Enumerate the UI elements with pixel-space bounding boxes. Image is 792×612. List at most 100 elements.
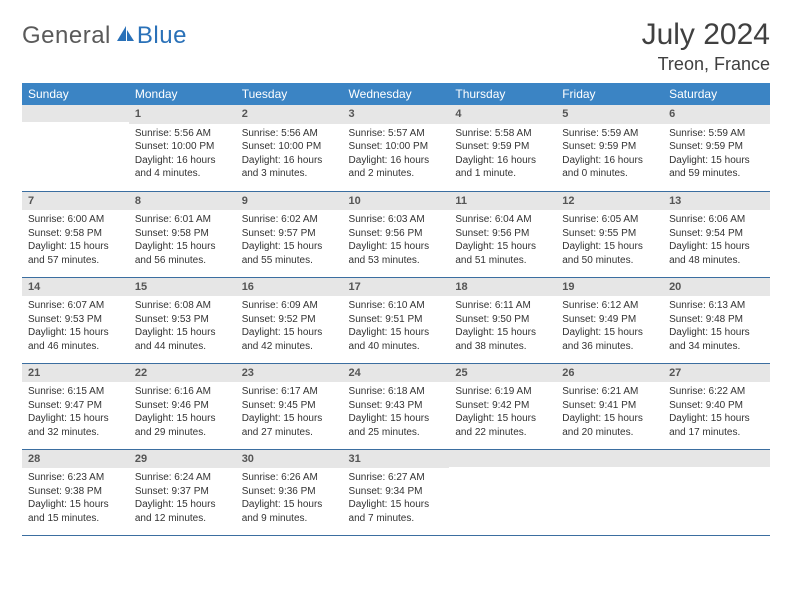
sunset-line: Sunset: 9:53 PM bbox=[28, 313, 123, 327]
calendar-day-cell: 8Sunrise: 6:01 AMSunset: 9:58 PMDaylight… bbox=[129, 191, 236, 277]
calendar-week-row: 28Sunrise: 6:23 AMSunset: 9:38 PMDayligh… bbox=[22, 449, 770, 535]
sunrise-line: Sunrise: 6:27 AM bbox=[349, 471, 444, 485]
sunrise-line: Sunrise: 6:16 AM bbox=[135, 385, 230, 399]
sunrise-line: Sunrise: 6:13 AM bbox=[669, 299, 764, 313]
daylight-line: Daylight: 15 hours and 51 minutes. bbox=[455, 240, 550, 267]
day-number: 24 bbox=[343, 364, 450, 383]
day-number: 28 bbox=[22, 450, 129, 469]
sunrise-line: Sunrise: 6:02 AM bbox=[242, 213, 337, 227]
weekday-header-row: SundayMondayTuesdayWednesdayThursdayFrid… bbox=[22, 83, 770, 105]
day-details: Sunrise: 6:04 AMSunset: 9:56 PMDaylight:… bbox=[449, 210, 556, 271]
day-number: 12 bbox=[556, 192, 663, 211]
daylight-line: Daylight: 15 hours and 36 minutes. bbox=[562, 326, 657, 353]
sunset-line: Sunset: 9:54 PM bbox=[669, 227, 764, 241]
calendar-day-cell bbox=[663, 449, 770, 535]
day-number: 15 bbox=[129, 278, 236, 297]
calendar-day-cell: 18Sunrise: 6:11 AMSunset: 9:50 PMDayligh… bbox=[449, 277, 556, 363]
sunset-line: Sunset: 10:00 PM bbox=[242, 140, 337, 154]
sunset-line: Sunset: 9:58 PM bbox=[135, 227, 230, 241]
day-number: 31 bbox=[343, 450, 450, 469]
calendar-day-cell bbox=[556, 449, 663, 535]
sunset-line: Sunset: 9:45 PM bbox=[242, 399, 337, 413]
brand-part1: General bbox=[22, 22, 111, 50]
sunset-line: Sunset: 9:47 PM bbox=[28, 399, 123, 413]
day-details: Sunrise: 6:19 AMSunset: 9:42 PMDaylight:… bbox=[449, 382, 556, 443]
sunrise-line: Sunrise: 5:59 AM bbox=[669, 127, 764, 141]
daylight-line: Daylight: 16 hours and 0 minutes. bbox=[562, 154, 657, 181]
daylight-line: Daylight: 15 hours and 20 minutes. bbox=[562, 412, 657, 439]
day-details: Sunrise: 6:06 AMSunset: 9:54 PMDaylight:… bbox=[663, 210, 770, 271]
day-details: Sunrise: 5:59 AMSunset: 9:59 PMDaylight:… bbox=[663, 124, 770, 185]
day-details: Sunrise: 6:13 AMSunset: 9:48 PMDaylight:… bbox=[663, 296, 770, 357]
calendar-week-row: 21Sunrise: 6:15 AMSunset: 9:47 PMDayligh… bbox=[22, 363, 770, 449]
daylight-line: Daylight: 15 hours and 50 minutes. bbox=[562, 240, 657, 267]
calendar-day-cell: 6Sunrise: 5:59 AMSunset: 9:59 PMDaylight… bbox=[663, 105, 770, 191]
day-number: 26 bbox=[556, 364, 663, 383]
sunrise-line: Sunrise: 6:07 AM bbox=[28, 299, 123, 313]
sunset-line: Sunset: 9:51 PM bbox=[349, 313, 444, 327]
day-number: 30 bbox=[236, 450, 343, 469]
weekday-header: Wednesday bbox=[343, 83, 450, 105]
day-details: Sunrise: 6:21 AMSunset: 9:41 PMDaylight:… bbox=[556, 382, 663, 443]
day-number bbox=[22, 105, 129, 122]
header: General Blue July 2024 Treon, France bbox=[22, 18, 770, 75]
day-details: Sunrise: 6:01 AMSunset: 9:58 PMDaylight:… bbox=[129, 210, 236, 271]
day-number: 7 bbox=[22, 192, 129, 211]
sunrise-line: Sunrise: 6:22 AM bbox=[669, 385, 764, 399]
sunset-line: Sunset: 9:59 PM bbox=[669, 140, 764, 154]
daylight-line: Daylight: 15 hours and 9 minutes. bbox=[242, 498, 337, 525]
sunrise-line: Sunrise: 6:12 AM bbox=[562, 299, 657, 313]
sunrise-line: Sunrise: 6:17 AM bbox=[242, 385, 337, 399]
day-number bbox=[449, 450, 556, 467]
calendar-day-cell bbox=[449, 449, 556, 535]
sunrise-line: Sunrise: 6:10 AM bbox=[349, 299, 444, 313]
sunset-line: Sunset: 9:57 PM bbox=[242, 227, 337, 241]
sunset-line: Sunset: 9:40 PM bbox=[669, 399, 764, 413]
day-number: 29 bbox=[129, 450, 236, 469]
daylight-line: Daylight: 15 hours and 34 minutes. bbox=[669, 326, 764, 353]
day-details: Sunrise: 6:18 AMSunset: 9:43 PMDaylight:… bbox=[343, 382, 450, 443]
calendar-day-cell: 31Sunrise: 6:27 AMSunset: 9:34 PMDayligh… bbox=[343, 449, 450, 535]
day-details: Sunrise: 6:07 AMSunset: 9:53 PMDaylight:… bbox=[22, 296, 129, 357]
sunset-line: Sunset: 9:34 PM bbox=[349, 485, 444, 499]
sunset-line: Sunset: 9:58 PM bbox=[28, 227, 123, 241]
day-details: Sunrise: 6:09 AMSunset: 9:52 PMDaylight:… bbox=[236, 296, 343, 357]
day-number bbox=[663, 450, 770, 467]
sunrise-line: Sunrise: 5:56 AM bbox=[135, 127, 230, 141]
day-number: 19 bbox=[556, 278, 663, 297]
day-details: Sunrise: 6:16 AMSunset: 9:46 PMDaylight:… bbox=[129, 382, 236, 443]
calendar-day-cell: 2Sunrise: 5:56 AMSunset: 10:00 PMDayligh… bbox=[236, 105, 343, 191]
weekday-header: Saturday bbox=[663, 83, 770, 105]
day-details: Sunrise: 6:27 AMSunset: 9:34 PMDaylight:… bbox=[343, 468, 450, 529]
day-details: Sunrise: 6:17 AMSunset: 9:45 PMDaylight:… bbox=[236, 382, 343, 443]
sunrise-line: Sunrise: 6:19 AM bbox=[455, 385, 550, 399]
sunset-line: Sunset: 10:00 PM bbox=[135, 140, 230, 154]
weekday-header: Monday bbox=[129, 83, 236, 105]
day-details: Sunrise: 6:15 AMSunset: 9:47 PMDaylight:… bbox=[22, 382, 129, 443]
sunrise-line: Sunrise: 6:24 AM bbox=[135, 471, 230, 485]
sunrise-line: Sunrise: 6:26 AM bbox=[242, 471, 337, 485]
sunrise-line: Sunrise: 5:56 AM bbox=[242, 127, 337, 141]
calendar-day-cell: 21Sunrise: 6:15 AMSunset: 9:47 PMDayligh… bbox=[22, 363, 129, 449]
day-details: Sunrise: 5:59 AMSunset: 9:59 PMDaylight:… bbox=[556, 124, 663, 185]
calendar-day-cell: 16Sunrise: 6:09 AMSunset: 9:52 PMDayligh… bbox=[236, 277, 343, 363]
daylight-line: Daylight: 15 hours and 15 minutes. bbox=[28, 498, 123, 525]
sunset-line: Sunset: 9:37 PM bbox=[135, 485, 230, 499]
calendar-day-cell: 12Sunrise: 6:05 AMSunset: 9:55 PMDayligh… bbox=[556, 191, 663, 277]
day-number: 22 bbox=[129, 364, 236, 383]
calendar-day-cell: 5Sunrise: 5:59 AMSunset: 9:59 PMDaylight… bbox=[556, 105, 663, 191]
sunset-line: Sunset: 9:49 PM bbox=[562, 313, 657, 327]
day-number: 17 bbox=[343, 278, 450, 297]
calendar-day-cell: 3Sunrise: 5:57 AMSunset: 10:00 PMDayligh… bbox=[343, 105, 450, 191]
daylight-line: Daylight: 15 hours and 59 minutes. bbox=[669, 154, 764, 181]
sunrise-line: Sunrise: 6:21 AM bbox=[562, 385, 657, 399]
sunrise-line: Sunrise: 5:57 AM bbox=[349, 127, 444, 141]
sunrise-line: Sunrise: 6:05 AM bbox=[562, 213, 657, 227]
title-block: July 2024 Treon, France bbox=[642, 18, 770, 75]
sunset-line: Sunset: 9:56 PM bbox=[349, 227, 444, 241]
daylight-line: Daylight: 16 hours and 4 minutes. bbox=[135, 154, 230, 181]
sunrise-line: Sunrise: 5:58 AM bbox=[455, 127, 550, 141]
daylight-line: Daylight: 15 hours and 32 minutes. bbox=[28, 412, 123, 439]
day-details: Sunrise: 6:08 AMSunset: 9:53 PMDaylight:… bbox=[129, 296, 236, 357]
calendar-day-cell: 4Sunrise: 5:58 AMSunset: 9:59 PMDaylight… bbox=[449, 105, 556, 191]
